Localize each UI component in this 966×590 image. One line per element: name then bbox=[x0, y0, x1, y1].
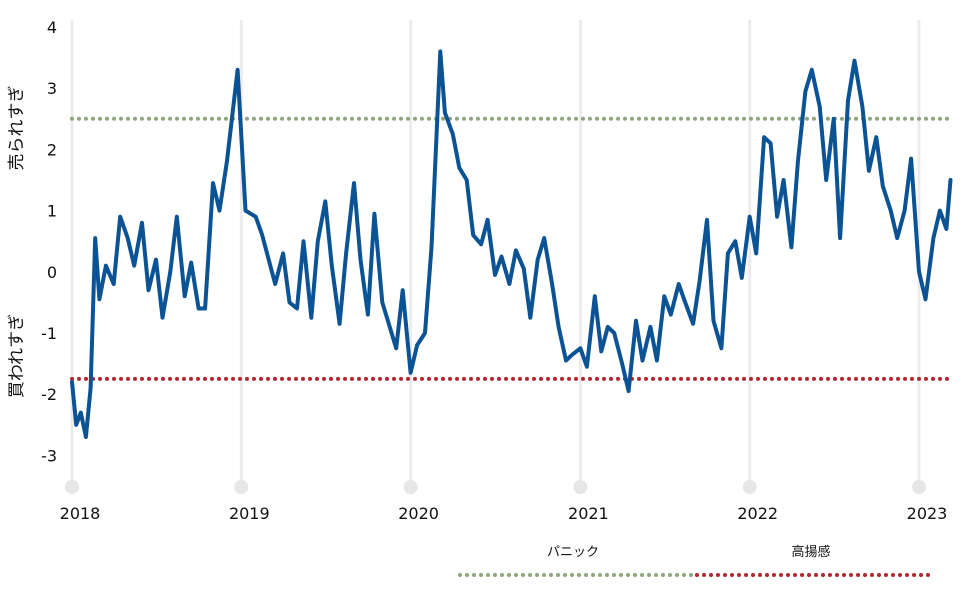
y-label-lower: 買われすぎ bbox=[7, 314, 27, 398]
series-layer bbox=[70, 49, 953, 439]
x-tick-label: 2020 bbox=[398, 504, 439, 523]
x-tick-label: 2022 bbox=[737, 504, 778, 523]
x-tick-label: 2019 bbox=[229, 504, 270, 523]
y-axis-ticks: 4 3 2 1 0 -1 -2 -3 bbox=[41, 18, 57, 465]
x-axis-ticks: 2018 2019 2020 2021 2022 2023 bbox=[60, 504, 948, 523]
y-tick-label: -1 bbox=[41, 324, 57, 343]
series-line bbox=[70, 49, 953, 439]
y-label-upper: 売られすぎ bbox=[7, 86, 27, 171]
x-axis-dot bbox=[403, 480, 418, 494]
x-tick-label: 2021 bbox=[568, 504, 609, 523]
y-tick-label: 4 bbox=[47, 18, 57, 37]
reference-lines bbox=[70, 116, 952, 381]
legend: パニック 高揚感 bbox=[458, 544, 932, 577]
y-tick-label: 3 bbox=[47, 79, 57, 98]
x-axis-dot bbox=[234, 480, 249, 494]
x-axis-dot bbox=[573, 480, 588, 494]
grid-lines bbox=[65, 20, 926, 494]
legend-label-panic: パニック bbox=[547, 545, 599, 560]
y-tick-label: -3 bbox=[41, 446, 57, 465]
x-tick-label: 2018 bbox=[60, 504, 101, 523]
legend-label-euphoria: 高揚感 bbox=[791, 544, 830, 560]
x-axis-dot bbox=[742, 480, 757, 494]
y-tick-label: 1 bbox=[47, 202, 57, 221]
x-axis-dot bbox=[912, 480, 926, 494]
y-tick-label: 2 bbox=[47, 140, 57, 159]
x-axis-dot bbox=[65, 480, 79, 494]
y-tick-label: -2 bbox=[41, 385, 57, 404]
y-tick-label: 0 bbox=[47, 263, 57, 282]
x-tick-label: 2023 bbox=[907, 504, 948, 523]
